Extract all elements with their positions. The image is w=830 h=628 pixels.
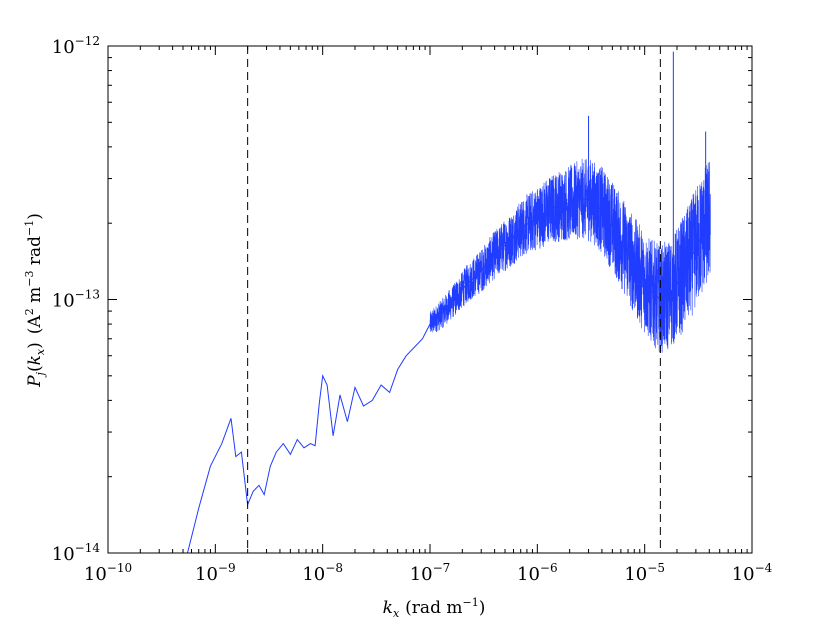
x-tick-label: 10−6 xyxy=(517,561,558,585)
y-tick-label: 10−13 xyxy=(52,288,100,312)
x-label-base: k xyxy=(383,598,393,618)
x-tick-label: 10−8 xyxy=(302,561,343,585)
y-tick-label: 10−12 xyxy=(52,34,100,58)
x-label-units: (rad m xyxy=(405,598,462,618)
y-label-units: (A xyxy=(25,315,45,335)
y-tick-labels: 10−14 10−13 10−12 xyxy=(52,34,101,565)
y-label-func-sub: j xyxy=(34,371,47,378)
y-label-func: P xyxy=(25,375,45,388)
x-axis-label: kx (rad m−1) xyxy=(383,596,486,620)
x-tick-label: 10−7 xyxy=(410,561,451,585)
y-label-u2: m xyxy=(25,287,45,309)
series-layer xyxy=(187,51,711,553)
y-label-u1-exp: 2 xyxy=(23,308,36,315)
x-tick-label: 10−5 xyxy=(624,561,665,585)
y-label-close: ) xyxy=(25,213,45,220)
y-label-arg-close: ) xyxy=(25,342,45,349)
y-label-u2-exp: −3 xyxy=(23,271,36,287)
y-label-u3-exp: −1 xyxy=(23,220,36,236)
y-label-arg-sub: x xyxy=(34,348,47,355)
reference-lines xyxy=(247,46,661,553)
y-label-u3: rad xyxy=(25,236,45,271)
x-tick-label: 10−4 xyxy=(732,561,773,585)
y-tick-label: 10−14 xyxy=(52,541,101,565)
x-label-units-close: ) xyxy=(479,598,486,618)
x-label-units-exp: −1 xyxy=(462,596,478,609)
y-label-arg: k xyxy=(25,355,45,365)
x-tick-label: 10−10 xyxy=(84,561,132,585)
x-label-sub: x xyxy=(393,607,400,620)
x-tick-labels: 10−10 10−9 10−8 10−7 10−6 10−5 10−4 xyxy=(84,561,773,585)
axis-ticks xyxy=(107,45,753,554)
x-tick-label: 10−9 xyxy=(195,561,236,585)
series-noise xyxy=(429,158,711,353)
y-axis-label: Pj(kx) (A2 m−3 rad−1) xyxy=(23,213,47,388)
y-label-arg-open: ( xyxy=(25,365,45,372)
